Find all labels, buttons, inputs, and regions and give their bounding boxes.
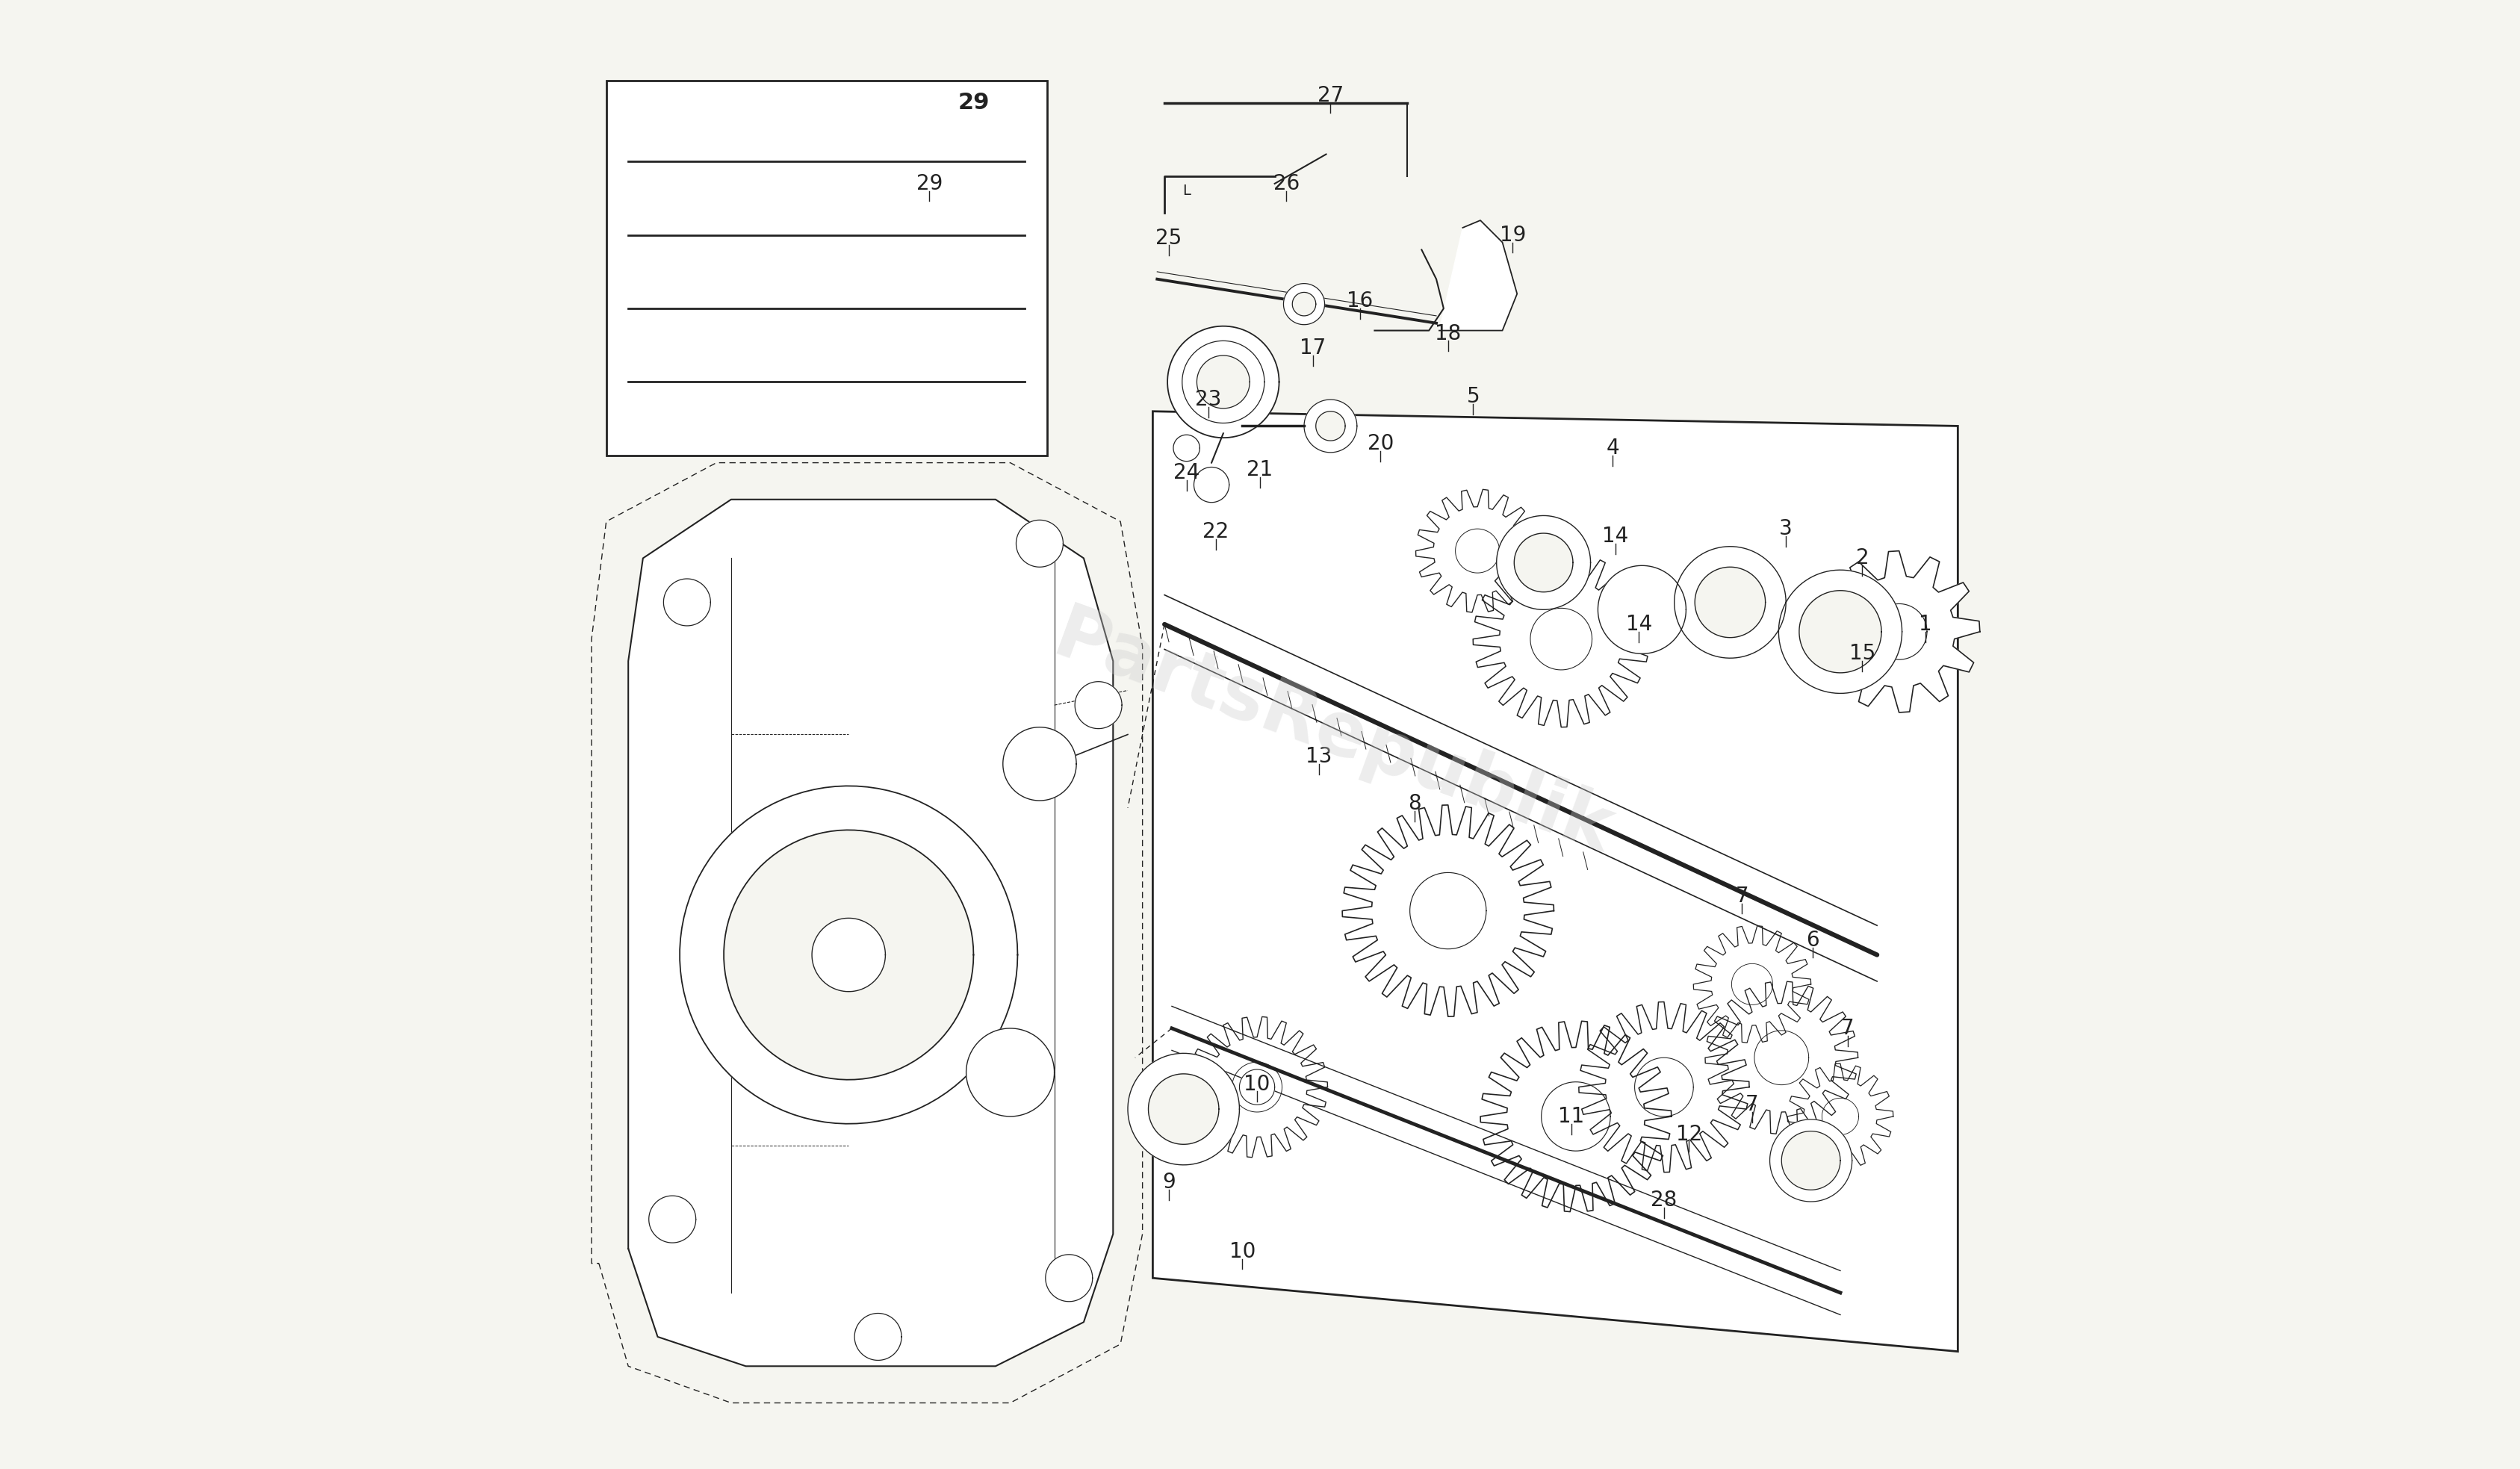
Text: 24: 24 [1174,463,1200,483]
Text: 16: 16 [1346,291,1373,311]
Polygon shape [698,181,764,245]
Polygon shape [958,308,1033,382]
Polygon shape [796,308,872,382]
Text: 27: 27 [1318,85,1343,106]
Text: L: L [1182,184,1189,198]
Text: 12: 12 [1676,1124,1701,1144]
Text: 15: 15 [1850,643,1875,664]
Polygon shape [1799,591,1882,673]
Text: 2: 2 [1855,548,1870,569]
Text: 14: 14 [1625,614,1653,635]
Polygon shape [811,918,885,992]
Polygon shape [1076,682,1121,729]
Polygon shape [1439,220,1517,331]
Polygon shape [1515,533,1572,592]
Text: 29: 29 [958,93,990,113]
Polygon shape [885,308,958,382]
Text: 21: 21 [1247,460,1273,480]
Polygon shape [635,308,708,382]
Polygon shape [1152,411,1958,1351]
Polygon shape [1187,1017,1328,1158]
Polygon shape [1197,355,1250,408]
Text: 9: 9 [1162,1172,1174,1193]
Text: 28: 28 [1651,1190,1678,1210]
Polygon shape [1479,1021,1671,1212]
Text: 6: 6 [1807,930,1819,950]
Text: 7: 7 [1736,886,1749,906]
Polygon shape [1497,516,1590,610]
Polygon shape [1782,1131,1840,1190]
Polygon shape [1779,570,1903,693]
Polygon shape [1769,1119,1852,1202]
Bar [607,81,1046,455]
Polygon shape [1182,341,1265,423]
Polygon shape [1315,411,1346,441]
Text: 20: 20 [1368,433,1394,454]
Polygon shape [1283,284,1326,325]
Text: 7: 7 [1746,1094,1759,1115]
Text: 14: 14 [1603,526,1628,546]
Text: 17: 17 [1300,338,1326,358]
Polygon shape [1580,1002,1749,1172]
Polygon shape [708,308,784,382]
Text: PartsRepublik: PartsRepublik [1043,599,1623,870]
Polygon shape [1303,400,1356,452]
Polygon shape [1598,566,1686,654]
Polygon shape [1693,925,1812,1043]
Polygon shape [1194,467,1230,502]
Polygon shape [1673,546,1787,658]
Polygon shape [1016,520,1063,567]
Text: 10: 10 [1230,1241,1255,1262]
Polygon shape [1003,727,1076,801]
Polygon shape [874,181,940,245]
Text: 10: 10 [1245,1074,1270,1094]
Polygon shape [1416,489,1540,613]
Polygon shape [625,181,690,245]
Text: 1: 1 [1918,614,1933,635]
Text: 22: 22 [1202,521,1230,542]
Text: 26: 26 [1273,173,1300,194]
Text: 4: 4 [1605,438,1620,458]
Text: 23: 23 [1194,389,1222,410]
Polygon shape [965,1028,1053,1116]
Polygon shape [948,181,1013,245]
Text: 18: 18 [1434,323,1462,344]
Text: 19: 19 [1499,225,1527,245]
Polygon shape [680,786,1018,1124]
Text: 3: 3 [1779,519,1792,539]
Polygon shape [1149,1074,1220,1144]
Polygon shape [663,579,711,626]
Polygon shape [1046,1255,1094,1302]
Polygon shape [723,830,973,1080]
Polygon shape [1174,435,1200,461]
Text: 11: 11 [1557,1106,1585,1127]
Polygon shape [1706,981,1857,1134]
Polygon shape [1474,551,1648,727]
Polygon shape [627,499,1114,1366]
Text: 13: 13 [1305,746,1333,767]
Polygon shape [854,1313,902,1360]
Polygon shape [1129,1053,1240,1165]
Polygon shape [1696,567,1767,638]
Text: 25: 25 [1157,228,1182,248]
Text: 8: 8 [1409,793,1421,814]
Text: 7: 7 [1842,1018,1855,1039]
Text: 5: 5 [1467,386,1479,407]
Polygon shape [1293,292,1315,316]
Polygon shape [1787,1064,1893,1169]
Polygon shape [786,181,852,245]
Polygon shape [648,1196,696,1243]
Text: 29: 29 [917,173,942,194]
Polygon shape [1819,551,1981,712]
Polygon shape [1240,1069,1275,1105]
Polygon shape [1343,805,1555,1017]
Polygon shape [1167,326,1280,438]
